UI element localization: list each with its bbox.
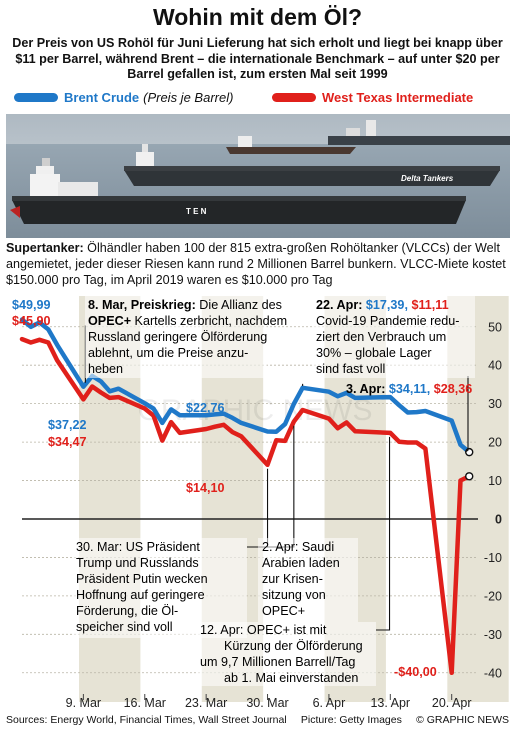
x-tick-label: 6. Apr <box>313 696 346 710</box>
y-tick-label: -30 <box>484 628 502 642</box>
value-label: $49,99 <box>12 298 51 312</box>
annotation-12-apr: 12. Apr: OPEC+ ist mit Kürzung der Ölför… <box>196 622 376 686</box>
annotation-2-apr-line-5: OPEC+ <box>262 604 305 618</box>
y-tick-labels: 50 40 30 20 10 0 -10 -20 -30 -40 <box>484 320 502 680</box>
ship-far-right <box>328 120 510 145</box>
y-tick-label: 0 <box>495 512 502 526</box>
x-tick-label: 30. Mar <box>246 696 288 710</box>
annotation-12-apr-line-3: um 9,7 Millionen Barrell/Tag <box>200 655 355 669</box>
legend-item-brent: Brent Crude (Preis je Barrel) <box>14 90 233 105</box>
legend-swatch-wti <box>272 93 316 102</box>
y-tick-label: -20 <box>484 589 502 603</box>
annotation-30-mar-line-4: Hoffnung auf geringere <box>76 588 205 602</box>
tanker-photo: Delta Tankers T E N <box>6 114 510 238</box>
value-label: -$40,00 <box>394 665 437 679</box>
x-tick-label: 9. Mar <box>66 696 101 710</box>
annotation-30-mar-line-1: 30. Mar: US Präsident <box>76 540 200 554</box>
page-title: Wohin mit dem Öl? <box>152 4 363 30</box>
annotation-3-apr: 3. Apr: $34,11, $28,36 <box>346 382 472 396</box>
legend-swatch-brent <box>14 93 58 102</box>
x-tick-label: 16. Mar <box>124 696 166 710</box>
x-tick-label: 23. Mar <box>185 696 227 710</box>
chart-legend: Brent Crude (Preis je Barrel) West Texas… <box>0 90 515 112</box>
value-label: $37,22 <box>48 418 87 432</box>
annotation-22-apr: 22. Apr: $17,39, $11,11 Covid-19 Pandemi… <box>313 296 475 378</box>
x-tick-label: 13. Apr <box>370 696 410 710</box>
value-label: $34,47 <box>48 435 87 449</box>
ship-upper-middle <box>226 136 356 154</box>
ship-label-ten: T E N <box>186 207 207 216</box>
value-label: $45,90 <box>12 314 51 328</box>
annotation-2-apr-bg <box>258 538 358 622</box>
y-tick-label: 20 <box>488 436 502 450</box>
y-tick-label: -40 <box>484 666 502 680</box>
footer-sources: Sources: Energy World, Financial Times, … <box>6 714 287 726</box>
annotation-12-apr-line-1: 12. Apr: OPEC+ ist mit <box>200 623 327 637</box>
annotation-price-war-line-4: ablehnt, um die Preise anzu- <box>88 346 248 360</box>
annotation-22-apr-line-2: ziert den Verbrauch um <box>316 330 446 344</box>
annotation-22-apr-line-4: sind fast voll <box>316 362 385 376</box>
annotation-3-apr-text: 3. Apr: $34,11, $28,36 <box>346 382 472 396</box>
value-labels: $49,99 $45,90 $37,22 $34,47 $22,76 $14,10 -$40… <box>12 298 437 679</box>
annotation-30-mar-line-6: speicher sind voll <box>76 620 173 634</box>
annotation-30-mar-line-5: Förderung, die Öl- <box>76 604 178 618</box>
footer: Sources: Energy World, Financial Times, … <box>6 714 509 726</box>
footer-credit: © GRAPHIC NEWS <box>416 714 509 726</box>
annotation-price-war: 8. Mar, Preiskrieg: Die Allianz des OPEC… <box>85 296 287 378</box>
ship-label-delta: Delta Tankers <box>401 174 454 183</box>
y-tick-label: 10 <box>488 474 502 488</box>
ship-ten-foreground: T E N <box>10 158 466 224</box>
annotation-price-war-line-1: 8. Mar, Preiskrieg: Die Allianz des <box>88 298 282 312</box>
annotation-leader <box>376 436 391 631</box>
annotation-price-war-line-3: Russland geringere Ölförderung <box>88 330 267 344</box>
annotation-2-apr-line-1: 2. Apr: Saudi <box>262 540 334 554</box>
caption-lead: Supertanker: <box>6 241 84 255</box>
annotation-30-mar-bg <box>72 538 247 638</box>
annotation-22-apr-bg <box>313 296 475 378</box>
caption-text: Ölhändler haben 100 der 815 extra-großen… <box>6 241 506 287</box>
annotation-30-mar-line-3: Präsident Putin wecken <box>76 572 208 586</box>
annotation-30-mar: 30. Mar: US Präsident Trump und Russland… <box>72 538 247 638</box>
annotation-price-war-line-2: OPEC+ Kartells zerbricht, nachdem <box>88 314 287 328</box>
value-label: $14,10 <box>186 481 225 495</box>
annotation-price-war-bg <box>85 296 267 378</box>
wti-end-marker <box>465 472 474 481</box>
annotation-12-apr-line-4: ab 1. Mai einverstanden <box>224 671 358 685</box>
annotation-12-apr-bg <box>196 622 376 686</box>
legend-label-brent: Brent Crude <box>64 90 140 105</box>
annotation-12-apr-line-2: Kürzung der Ölförderung <box>224 639 363 653</box>
tanker-photo-illustration: Delta Tankers T E N <box>6 114 510 238</box>
annotation-22-apr-line-1: Covid-19 Pandemie redu- <box>316 314 460 328</box>
value-label: $22,76 <box>186 401 225 415</box>
y-tick-label: 30 <box>488 397 502 411</box>
annotation-price-war-line-5: heben <box>88 362 123 376</box>
annotation-22-apr-line-3: 30% – globale Lager <box>316 346 432 360</box>
legend-unit-note: (Preis je Barrel) <box>143 90 234 105</box>
annotation-2-apr-line-2: Arabien laden <box>262 556 340 570</box>
y-tick-label: -10 <box>484 551 502 565</box>
y-tick-label: 40 <box>488 359 502 373</box>
annotation-2-apr: 2. Apr: Saudi Arabien laden zur Krisen- … <box>258 538 358 622</box>
annotation-30-mar-line-2: Trump und Russlands <box>76 556 199 570</box>
x-tick-label: 20. Apr <box>432 696 472 710</box>
annotation-leader <box>464 376 469 453</box>
annotation-2-apr-line-4: sitzung von <box>262 588 326 602</box>
y-tick-label: 50 <box>488 320 502 334</box>
ship-delta-tankers: Delta Tankers <box>124 144 500 186</box>
photo-caption: Supertanker: Ölhändler haben 100 der 815… <box>6 240 511 288</box>
x-tick-labels: 9. Mar 16. Mar 23. Mar 30. Mar 6. Apr 13. Apr… <box>66 694 472 710</box>
annotation-2-apr-line-3: zur Krisen- <box>262 572 323 586</box>
page-subtitle: Der Preis von US Rohöl für Juni Lieferun… <box>12 36 503 82</box>
legend-label-wti: West Texas Intermediate <box>322 90 474 105</box>
annotation-22-apr-head: 22. Apr: $17,39, $11,11 <box>316 298 449 312</box>
legend-item-wti: West Texas Intermediate <box>272 90 473 105</box>
brent-end-marker <box>465 447 474 457</box>
footer-picture: Picture: Getty Images <box>300 714 402 726</box>
